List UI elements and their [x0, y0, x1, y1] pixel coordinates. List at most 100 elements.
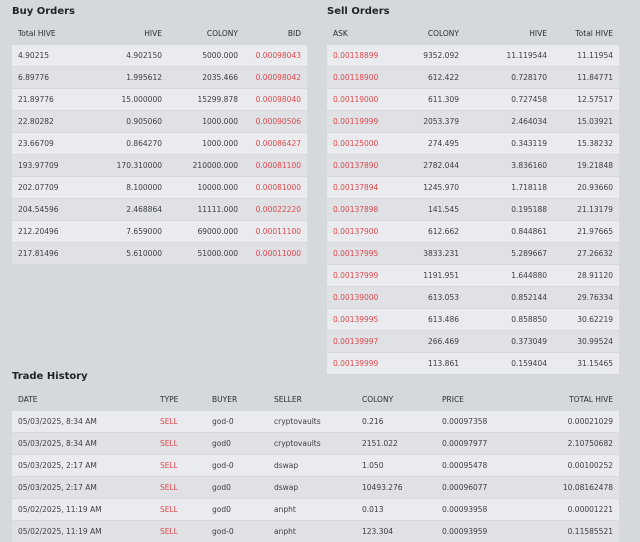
bid-cell: 0.00098042	[244, 67, 307, 89]
colony-cell: 611.309	[397, 89, 465, 111]
hive-header: HIVE	[90, 22, 168, 45]
total-hive-cell: 21.89776	[12, 89, 90, 111]
total-hive-cell: 22.80282	[12, 111, 90, 133]
bid-cell: 0.00086427	[244, 133, 307, 155]
colony-cell: 5000.000	[168, 45, 244, 67]
colony-cell: 274.495	[397, 133, 465, 155]
bid-header: BID	[244, 22, 307, 45]
price-cell: 0.00097977	[436, 433, 526, 455]
hive-cell: 0.728170	[465, 67, 553, 89]
colony-cell: 9352.092	[397, 45, 465, 67]
ask-cell: 0.00118900	[327, 67, 397, 89]
buyer-cell: god0	[206, 477, 268, 499]
colony-cell: 1000.000	[168, 111, 244, 133]
colony-header: COLONY	[168, 22, 244, 45]
colony-cell: 266.469	[397, 331, 465, 353]
ask-cell: 0.00137898	[327, 199, 397, 221]
hive-cell: 0.858850	[465, 309, 553, 331]
hive-cell: 7.659000	[90, 221, 168, 243]
total-hive-cell: 212.20496	[12, 221, 90, 243]
ask-cell: 0.00139997	[327, 331, 397, 353]
colony-header: COLONY	[397, 22, 465, 45]
total-hive-header: TOTAL HIVE	[526, 388, 619, 411]
colony-cell: 1245.970	[397, 177, 465, 199]
hive-cell: 170.310000	[90, 155, 168, 177]
bid-cell: 0.00081100	[244, 155, 307, 177]
bid-cell: 0.00022220	[244, 199, 307, 221]
total-hive-cell: 0.00021029	[526, 411, 619, 433]
colony-cell: 613.053	[397, 287, 465, 309]
colony-cell: 0.216	[356, 411, 436, 433]
colony-cell: 612.662	[397, 221, 465, 243]
price-cell: 0.00096077	[436, 477, 526, 499]
ask-cell: 0.00125000	[327, 133, 397, 155]
total-hive-cell: 0.00100252	[526, 455, 619, 477]
type-header: TYPE	[154, 388, 206, 411]
total-hive-cell: 193.97709	[12, 155, 90, 177]
total-hive-cell: 6.89776	[12, 67, 90, 89]
type-cell: SELL	[154, 499, 206, 521]
seller-cell: dswap	[268, 477, 356, 499]
total-hive-cell: 12.57517	[553, 89, 619, 111]
colony-cell: 2053.379	[397, 111, 465, 133]
colony-header: COLONY	[356, 388, 436, 411]
total-hive-header: Total HIVE	[12, 22, 90, 45]
colony-cell: 2151.022	[356, 433, 436, 455]
hive-cell: 2.464034	[465, 111, 553, 133]
ask-cell: 0.00137999	[327, 265, 397, 287]
colony-cell: 3833.231	[397, 243, 465, 265]
colony-cell: 613.486	[397, 309, 465, 331]
ask-cell: 0.00119000	[327, 89, 397, 111]
total-hive-cell: 11.84771	[553, 67, 619, 89]
bid-cell: 0.00081000	[244, 177, 307, 199]
total-hive-cell: 11.11954	[553, 45, 619, 67]
ask-cell: 0.00137894	[327, 177, 397, 199]
date-cell: 05/02/2025, 11:19 AM	[12, 499, 154, 521]
total-hive-cell: 28.91120	[553, 265, 619, 287]
buyer-cell: god0	[206, 433, 268, 455]
total-hive-cell: 2.10750682	[526, 433, 619, 455]
colony-cell: 10493.276	[356, 477, 436, 499]
colony-cell: 1.050	[356, 455, 436, 477]
ask-cell: 0.00119999	[327, 111, 397, 133]
buy-orders-title: Buy Orders	[12, 6, 75, 17]
hive-header: HIVE	[465, 22, 553, 45]
ask-cell: 0.00139995	[327, 309, 397, 331]
hive-cell: 2.468864	[90, 199, 168, 221]
colony-cell: 0.013	[356, 499, 436, 521]
bid-cell: 0.00098040	[244, 89, 307, 111]
colony-cell: 1000.000	[168, 133, 244, 155]
